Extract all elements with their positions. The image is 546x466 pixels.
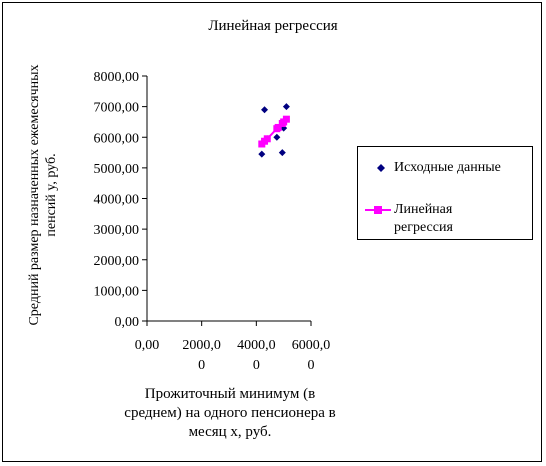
- legend-diamond-marker: [377, 164, 385, 172]
- legend-label-source-data: Исходные данные: [394, 160, 501, 175]
- y-tick-label: 7000,00: [94, 101, 140, 116]
- chart-title: Линейная регрессия: [208, 18, 338, 34]
- x-tick-label: 0: [198, 358, 205, 373]
- y-tick-label: 0,00: [115, 315, 140, 330]
- legend: Исходные данные Линейная регрессия: [357, 146, 533, 240]
- data-point: [258, 150, 266, 158]
- x-tick-label: 0,00: [135, 338, 160, 353]
- x-tick-label: 0: [253, 358, 260, 373]
- y-tick-label: 3000,00: [94, 223, 140, 238]
- y-tick-label: 8000,00: [94, 70, 140, 85]
- data-point: [261, 106, 269, 114]
- y-tick-label: 1000,00: [94, 284, 140, 299]
- data-point: [273, 133, 281, 141]
- x-tick-label: 2000,0: [182, 338, 221, 353]
- regression-point: [274, 123, 282, 131]
- data-point: [278, 149, 286, 157]
- x-axis-label: Прожиточный минимум (в среднем) на одног…: [124, 386, 336, 440]
- x-tick-label: 0: [308, 358, 315, 373]
- x-tick-label: 6000,0: [292, 338, 331, 353]
- data-point: [282, 103, 290, 111]
- legend-line-marker: [365, 206, 391, 214]
- y-tick-label: 6000,00: [94, 131, 140, 146]
- legend-label-linear-regression-2: регрессия: [394, 220, 453, 235]
- y-tick-label: 5000,00: [94, 162, 140, 177]
- regression-point: [282, 115, 290, 123]
- y-tick-label: 2000,00: [94, 254, 140, 269]
- legend-label-linear-regression-1: Линейная: [394, 202, 453, 217]
- x-tick-label: 4000,0: [237, 338, 276, 353]
- regression-point: [263, 135, 271, 143]
- y-tick-label: 4000,00: [94, 193, 140, 208]
